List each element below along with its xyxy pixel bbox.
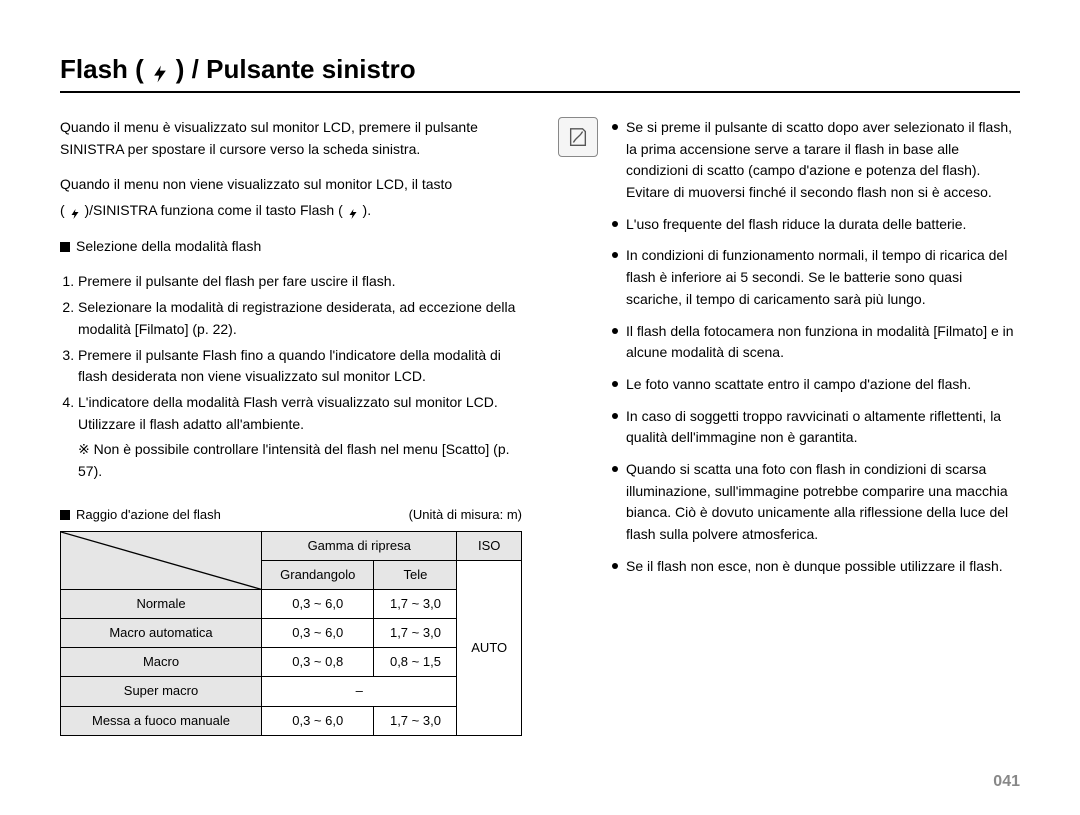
- col-subheader: Tele: [374, 560, 457, 589]
- table-row: Super macro –: [61, 677, 522, 706]
- list-item: In caso di soggetti troppo ravvicinati o…: [612, 406, 1020, 449]
- cell: –: [262, 677, 457, 706]
- cell: 1,7 ~ 3,0: [374, 706, 457, 735]
- flash-range-table: Gamma di ripresa ISO Grandangolo Tele AU…: [60, 531, 522, 736]
- intro-line-2: Quando il menu non viene visualizzato su…: [60, 174, 522, 196]
- list-item: L'uso frequente del flash riduce la dura…: [612, 214, 1020, 236]
- note-icon: [558, 117, 598, 157]
- col-header: ISO: [457, 531, 522, 560]
- selection-heading: Selezione della modalità flash: [60, 236, 522, 258]
- row-label: Normale: [61, 590, 262, 619]
- cell: 0,3 ~ 6,0: [262, 619, 374, 648]
- square-bullet-icon: [60, 510, 70, 520]
- step-item: L'indicatore della modalità Flash verrà …: [78, 392, 522, 435]
- square-bullet-icon: [60, 242, 70, 252]
- intro-tail: ( )/SINISTRA funziona come il tasto Flas…: [60, 200, 522, 222]
- steps-list: Premere il pulsante del flash per fare u…: [60, 271, 522, 435]
- notes-list: Se si preme il pulsante di scatto dopo a…: [612, 117, 1020, 587]
- intro-line-1: Quando il menu è visualizzato sul monito…: [60, 117, 522, 160]
- cell: 0,3 ~ 0,8: [262, 648, 374, 677]
- list-item: Quando si scatta una foto con flash in c…: [612, 459, 1020, 546]
- title-pre: Flash (: [60, 54, 144, 85]
- cell: 0,3 ~ 6,0: [262, 706, 374, 735]
- list-item: In condizioni di funzionamento normali, …: [612, 245, 1020, 310]
- row-label: Super macro: [61, 677, 262, 706]
- right-column: Se si preme il pulsante di scatto dopo a…: [558, 117, 1020, 736]
- step-item: Selezionare la modalità di registrazione…: [78, 297, 522, 340]
- step-item: Premere il pulsante Flash fino a quando …: [78, 345, 522, 388]
- col-header: Gamma di ripresa: [262, 531, 457, 560]
- iso-value-cell: AUTO: [457, 560, 522, 735]
- row-label: Messa a fuoco manuale: [61, 706, 262, 735]
- table-row: Normale 0,3 ~ 6,0 1,7 ~ 3,0: [61, 590, 522, 619]
- cell: 0,3 ~ 6,0: [262, 590, 374, 619]
- row-label: Macro: [61, 648, 262, 677]
- manual-page: Flash ( ) / Pulsante sinistro Quando il …: [0, 0, 1080, 815]
- flash-icon: [69, 205, 81, 217]
- list-item: Il flash della fotocamera non funziona i…: [612, 321, 1020, 364]
- list-item: Se si preme il pulsante di scatto dopo a…: [612, 117, 1020, 204]
- list-item: Le foto vanno scattate entro il campo d'…: [612, 374, 1020, 396]
- cell: 1,7 ~ 3,0: [374, 619, 457, 648]
- content-columns: Quando il menu è visualizzato sul monito…: [60, 117, 1020, 736]
- table-row: Gamma di ripresa ISO: [61, 531, 522, 560]
- table-row: Messa a fuoco manuale 0,3 ~ 6,0 1,7 ~ 3,…: [61, 706, 522, 735]
- cell: 1,7 ~ 3,0: [374, 590, 457, 619]
- info-box: Se si preme il pulsante di scatto dopo a…: [558, 117, 1020, 587]
- title-post: ) / Pulsante sinistro: [176, 54, 416, 85]
- cell: 0,8 ~ 1,5: [374, 648, 457, 677]
- table-caption: Raggio d'azione del flash (Unità di misu…: [60, 505, 522, 525]
- step-item: Premere il pulsante del flash per fare u…: [78, 271, 522, 293]
- flash-icon: [347, 205, 359, 217]
- row-label: Macro automatica: [61, 619, 262, 648]
- left-column: Quando il menu è visualizzato sul monito…: [60, 117, 522, 736]
- table-row: Macro 0,3 ~ 0,8 0,8 ~ 1,5: [61, 648, 522, 677]
- footnote: ※ Non è possibile controllare l'intensit…: [60, 439, 522, 482]
- diagonal-header: [61, 531, 262, 589]
- page-number: 041: [993, 773, 1020, 791]
- col-subheader: Grandangolo: [262, 560, 374, 589]
- list-item: Se il flash non esce, non è dunque possi…: [612, 556, 1020, 578]
- flash-icon: [150, 60, 170, 80]
- table-row: Macro automatica 0,3 ~ 6,0 1,7 ~ 3,0: [61, 619, 522, 648]
- page-title: Flash ( ) / Pulsante sinistro: [60, 54, 1020, 93]
